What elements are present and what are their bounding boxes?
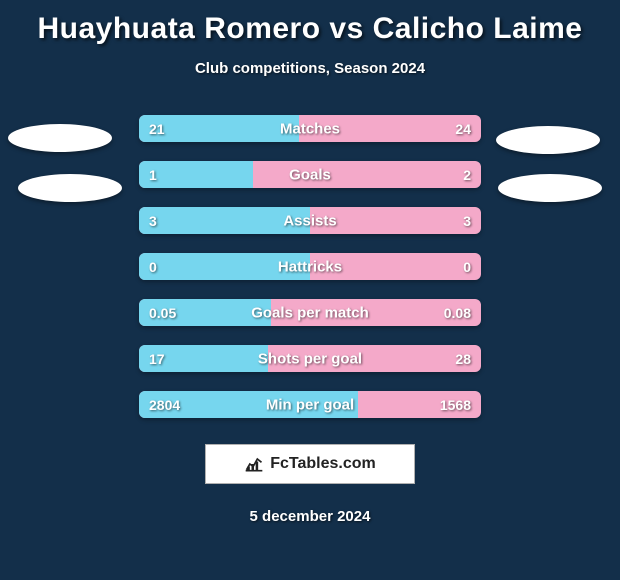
brand-text: FcTables.com [270,455,376,473]
stat-value-left: 0 [149,259,157,275]
footer-date: 5 december 2024 [0,508,620,525]
stat-value-right: 24 [455,121,471,137]
stat-value-left: 17 [149,351,165,367]
stat-value-right: 2 [463,167,471,183]
player-marker-ellipse [18,174,122,202]
stat-label: Shots per goal [258,350,362,367]
stat-row: 0.05 Goals per match 0.08 [139,299,481,326]
stat-value-left: 2804 [149,397,180,413]
stat-label: Goals per match [251,304,369,321]
stat-value-right: 28 [455,351,471,367]
stat-value-right: 3 [463,213,471,229]
stat-value-right: 1568 [440,397,471,413]
stat-value-left: 21 [149,121,165,137]
stat-value-left: 1 [149,167,157,183]
stat-row: 21 Matches 24 [139,115,481,142]
stat-label: Goals [289,166,331,183]
stat-row: 17 Shots per goal 28 [139,345,481,372]
player-marker-ellipse [8,124,112,152]
player-marker-ellipse [496,126,600,154]
stat-value-right: 0.08 [444,305,471,321]
stat-label: Assists [283,212,336,229]
stat-label: Min per goal [266,396,354,413]
stat-row: 3 Assists 3 [139,207,481,234]
stat-value-left: 0.05 [149,305,176,321]
stat-row: 0 Hattricks 0 [139,253,481,280]
player-marker-ellipse [498,174,602,202]
stat-value-left: 3 [149,213,157,229]
stat-value-right: 0 [463,259,471,275]
stat-label: Matches [280,120,340,137]
comparison-chart: 21 Matches 24 1 Goals 2 3 Assists 3 0 Hattricks 0 0.… [0,115,620,418]
chart-icon [244,455,264,473]
page-subtitle: Club competitions, Season 2024 [0,60,620,77]
stat-label: Hattricks [278,258,342,275]
brand-badge: FcTables.com [205,444,415,484]
stat-row: 1 Goals 2 [139,161,481,188]
stat-row: 2804 Min per goal 1568 [139,391,481,418]
page-title: Huayhuata Romero vs Calicho Laime [0,0,620,46]
